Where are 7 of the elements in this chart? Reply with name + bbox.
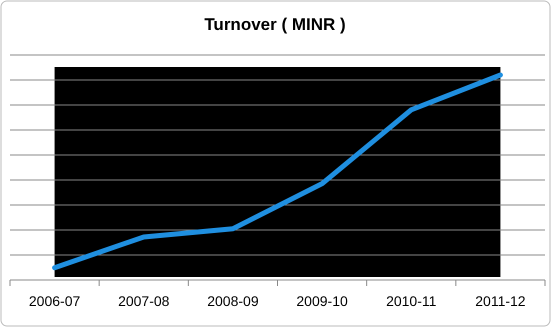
x-tick-label: 2006-07 [28,292,80,309]
x-tick-label: 2007-08 [118,292,170,309]
x-tick-label: 2009-10 [296,292,348,309]
chart-title: Turnover ( MINR ) [204,15,346,34]
x-tick-label: 2010-11 [386,292,437,309]
x-tick-label: 2008-09 [207,292,259,309]
x-tick-label: 2011-12 [475,292,526,309]
